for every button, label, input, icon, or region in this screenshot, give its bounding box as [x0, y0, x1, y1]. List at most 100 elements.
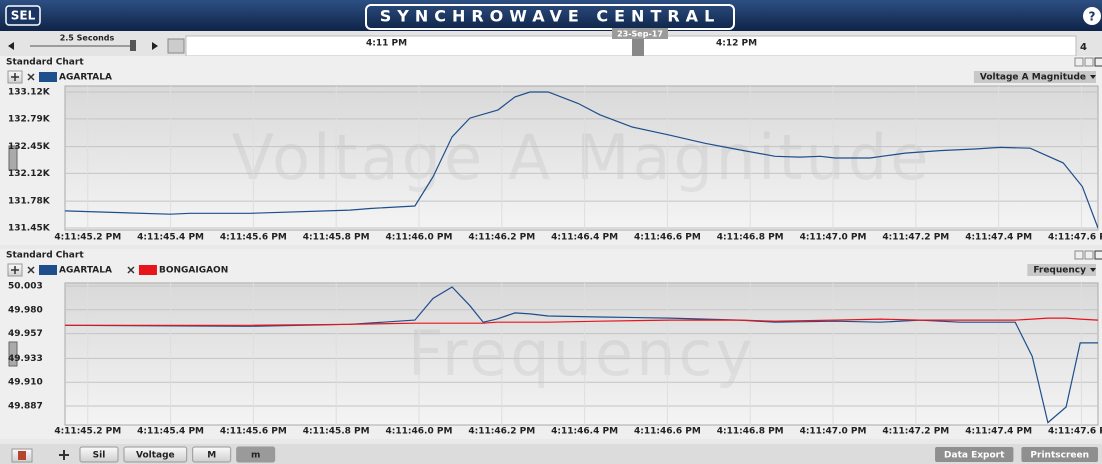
x-tick-label: 4:11:46.4 PM [551, 233, 618, 243]
panel-title: Standard Chart [6, 251, 84, 261]
x-tick-label: 4:11:45.6 PM [220, 233, 287, 243]
zoom-left[interactable] [8, 42, 14, 50]
toolbar-icon-inner [18, 451, 26, 460]
toolbar-add[interactable] [59, 450, 69, 460]
legend-label: AGARTALA [59, 73, 112, 83]
y-tick-label: 131.45K [8, 224, 51, 234]
x-tick-label: 4:11:46.4 PM [551, 427, 618, 437]
plot-area [64, 85, 1099, 231]
x-tick-label: 4:11:46.6 PM [634, 233, 701, 243]
add-icon [11, 73, 19, 81]
help-label[interactable]: ? [1089, 10, 1096, 24]
y-tick-label: 133.12K [8, 88, 51, 98]
measurement-dropdown[interactable]: Voltage A Magnitude [980, 73, 1086, 83]
action-button[interactable] [935, 447, 1014, 462]
x-tick-label: 4:11:46.8 PM [717, 427, 784, 437]
remove-series[interactable] [27, 73, 35, 81]
panel-control[interactable] [1094, 57, 1102, 67]
timeline-label: 4:12 PM [716, 39, 757, 49]
x-tick-label: 4:11:46.2 PM [468, 233, 535, 243]
timeline-cursor[interactable] [632, 39, 644, 56]
x-tick-label: 4:11:46.2 PM [468, 427, 535, 437]
toolbar-button-label[interactable]: m [251, 451, 260, 461]
logo-box [5, 5, 41, 26]
y-tick-label: 131.78K [8, 197, 51, 207]
plot-area [64, 282, 1099, 426]
x-tick-label: 4:11:47.2 PM [882, 233, 949, 243]
watermark: Voltage A Magnitude [232, 121, 932, 194]
series-line [65, 286, 1098, 424]
zoom-thumb[interactable] [130, 40, 136, 51]
dropdown-box[interactable] [1027, 264, 1096, 276]
panel-control[interactable] [1074, 57, 1084, 67]
toolbar-button[interactable] [192, 446, 232, 463]
x-tick-label: 4:11:45.2 PM [54, 427, 121, 437]
toolbar-button-label[interactable]: Voltage [136, 451, 175, 461]
x-tick-label: 4:11:47.4 PM [965, 233, 1032, 243]
timeline-label: 4:11 PM [366, 39, 407, 49]
action-button-label[interactable]: Data Export [944, 451, 1005, 461]
panel-control[interactable] [1094, 250, 1102, 260]
action-button[interactable] [1021, 447, 1098, 462]
toolbar-button-label[interactable]: Sil [93, 451, 106, 461]
panel-control[interactable] [1084, 250, 1094, 260]
y-tick-label: 132.79K [8, 114, 51, 124]
y-tick-label: 49.933 [8, 354, 43, 364]
zoom-right[interactable] [152, 42, 158, 50]
panel-control[interactable] [1084, 57, 1094, 67]
dropdown-box[interactable] [973, 71, 1096, 83]
toolbar-button-label[interactable]: M [207, 451, 216, 461]
legend-swatch [39, 265, 57, 275]
series-line [65, 317, 1098, 326]
date-tag [612, 28, 668, 39]
y-tick-label: 49.887 [8, 402, 43, 412]
title-box [365, 4, 735, 30]
y-tick-label: 132.45K [8, 142, 51, 152]
watermark: Frequency [408, 317, 755, 390]
toolbar-button[interactable] [236, 446, 276, 463]
dropdown-arrow [1090, 268, 1096, 272]
x-tick-label: 4:11:47.2 PM [882, 427, 949, 437]
legend-swatch [138, 265, 157, 275]
y-tick-label: 132.12K [8, 169, 51, 179]
x-tick-label: 4:11:45.4 PM [137, 233, 204, 243]
action-button-label[interactable]: Printscreen [1030, 451, 1089, 461]
x-tick-label: 4:11:47.4 PM [965, 427, 1032, 437]
x-tick-label: 4:11:45.6 PM [220, 427, 287, 437]
x-tick-label: 4:11:45.8 PM [303, 427, 370, 437]
y-tick-label: 49.957 [8, 329, 43, 339]
x-tick-label: 4:11:46.8 PM [717, 233, 784, 243]
y-tick-label: 49.980 [8, 305, 43, 315]
timeline-edge: 4 [1080, 42, 1087, 53]
bottom-toolbar [0, 444, 1102, 464]
y-scroll[interactable] [8, 145, 18, 171]
legend-label: BONGAIGAON [159, 266, 228, 276]
y-tick-label: 50.003 [8, 282, 43, 292]
x-tick-label: 4:11:45.2 PM [54, 233, 121, 243]
x-tick-label: 4:11:47.0 PM [800, 427, 867, 437]
toolbar-button[interactable] [79, 446, 119, 463]
add-icon [11, 266, 19, 274]
date-label: 23-Sep-17 [617, 30, 663, 39]
remove-series[interactable] [127, 266, 135, 274]
panel-control[interactable] [1074, 250, 1084, 260]
remove-series[interactable] [27, 266, 35, 274]
x-tick-label: 4:11:46.0 PM [386, 427, 453, 437]
dropdown-arrow [1090, 75, 1096, 79]
help-button[interactable] [1083, 7, 1101, 25]
y-scroll[interactable] [8, 341, 18, 367]
calendar-button[interactable] [167, 38, 185, 54]
legend-label: AGARTALA [59, 266, 112, 276]
series-line [65, 91, 1098, 229]
toolbar-button[interactable] [123, 446, 188, 463]
x-tick-label: 4:11:46.0 PM [386, 233, 453, 243]
x-tick-label: 4:11:47.6 PM [1048, 427, 1102, 437]
legend-swatch [39, 72, 57, 82]
x-tick-label: 4:11:47.0 PM [800, 233, 867, 243]
logo: SEL [11, 9, 36, 23]
panel-title: Standard Chart [6, 58, 84, 68]
y-tick-label: 49.910 [8, 378, 43, 388]
x-tick-label: 4:11:46.6 PM [634, 427, 701, 437]
measurement-dropdown[interactable]: Frequency [1033, 266, 1086, 276]
